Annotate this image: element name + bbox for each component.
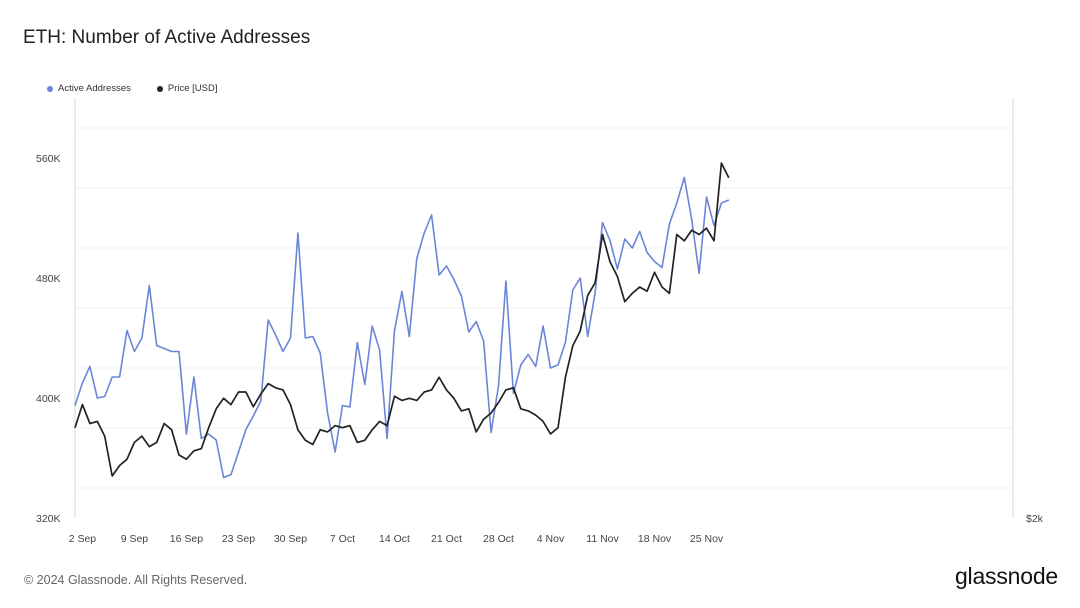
- x-tick-label: 28 Oct: [483, 533, 514, 545]
- x-tick-label: 2 Sep: [69, 533, 97, 545]
- y-right-tick-label: $2k: [1026, 513, 1044, 525]
- chart-title: ETH: Number of Active Addresses: [23, 27, 311, 48]
- glassnode-logo: glassnode: [954, 563, 1058, 589]
- chart-legend: Active Addresses Price [USD]: [47, 83, 218, 94]
- legend-dot-price: [156, 85, 163, 92]
- x-tick-label: 16 Sep: [170, 533, 203, 545]
- copyright-text: © 2024 Glassnode. All Rights Reserved.: [24, 573, 248, 587]
- y-tick-label: 560K: [36, 153, 61, 165]
- x-tick-label: 21 Oct: [431, 533, 462, 545]
- legend-item-price[interactable]: Price [USD]: [156, 83, 218, 94]
- x-tick-label: 4 Nov: [537, 533, 565, 545]
- x-tick-label: 11 Nov: [586, 533, 619, 545]
- series-line-price: [74, 162, 730, 477]
- legend-dot-active-addresses: [47, 85, 53, 92]
- series-line-active-addresses: [74, 176, 730, 479]
- x-tick-label: 7 Oct: [330, 533, 355, 545]
- y-tick-label: 480K: [36, 273, 61, 285]
- x-tick-label: 30 Sep: [274, 533, 307, 545]
- y-tick-label: 400K: [36, 393, 61, 405]
- x-tick-label: 9 Sep: [121, 533, 149, 545]
- legend-item-active-addresses[interactable]: Active Addresses: [47, 83, 131, 94]
- legend-label-active-addresses: Active Addresses: [58, 83, 131, 94]
- x-tick-label: 14 Oct: [379, 533, 410, 545]
- legend-label-price: Price [USD]: [167, 83, 218, 94]
- x-tick-label: 23 Sep: [222, 533, 255, 545]
- x-tick-label: 18 Nov: [638, 533, 672, 545]
- y-tick-label: 320K: [36, 513, 61, 525]
- x-tick-label: 25 Nov: [690, 533, 724, 545]
